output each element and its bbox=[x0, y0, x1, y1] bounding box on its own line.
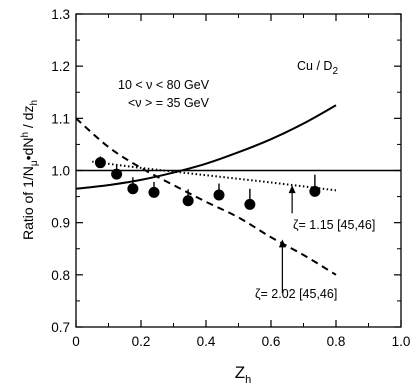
data-point bbox=[213, 189, 225, 201]
y-tick-label: 0.8 bbox=[51, 268, 70, 283]
y-tick-label: 1.3 bbox=[51, 7, 70, 22]
label-target: Cu / D2 bbox=[297, 59, 338, 77]
series-dashed-curve bbox=[75, 117, 337, 276]
x-tick-label: 0.4 bbox=[197, 334, 216, 349]
y-axis-title: Ratio of 1/Nμ•dNh / dzh bbox=[20, 100, 40, 240]
x-tick-label: 1.0 bbox=[392, 334, 411, 349]
data-point bbox=[309, 185, 321, 197]
y-tick-label: 1.0 bbox=[51, 164, 70, 179]
data-point bbox=[127, 183, 139, 195]
label-target-sub: 2 bbox=[332, 66, 338, 77]
arrow-zeta-2-head bbox=[278, 239, 286, 248]
y-tick-label: 1.2 bbox=[51, 59, 70, 74]
y-axis-title-mu: μ bbox=[29, 160, 40, 166]
x-tick-label: 0 bbox=[72, 334, 80, 349]
data-point bbox=[148, 186, 160, 198]
x-axis-title-sub: h bbox=[245, 374, 251, 386]
label-nu-range: 10 < ν < 80 GeV bbox=[118, 78, 210, 92]
arrow-zeta-1-head bbox=[288, 185, 296, 194]
x-axis-title: Zh bbox=[235, 363, 252, 386]
label-nu-mean: <ν > = 35 GeV bbox=[128, 96, 210, 110]
label-target-main: Cu / D bbox=[297, 59, 332, 73]
axis-ticks bbox=[75, 13, 402, 328]
y-axis-title-h: h bbox=[20, 132, 31, 138]
data-point bbox=[111, 168, 123, 180]
x-tick-label: 0.8 bbox=[327, 334, 346, 349]
y-tick-label: 0.9 bbox=[51, 216, 70, 231]
axis-tick-labels: 0 0.2 0.4 0.6 0.8 1.0 0.7 0.8 0.9 1.0 1.1 1.2 1.3 bbox=[51, 7, 410, 349]
y-axis-title-mid: •dN bbox=[20, 138, 36, 161]
data-point bbox=[94, 157, 106, 169]
x-axis-title-main: Z bbox=[235, 363, 245, 382]
y-tick-label: 0.7 bbox=[51, 320, 70, 335]
y-axis-title-hsub: h bbox=[29, 100, 40, 106]
y-axis-title-prefix: Ratio of 1/N bbox=[20, 166, 36, 240]
y-tick-label: 1.1 bbox=[51, 111, 70, 126]
label-zeta-2: ζ= 2.02 [45,46] bbox=[255, 287, 337, 301]
x-tick-label: 0.2 bbox=[132, 334, 151, 349]
data-point bbox=[182, 195, 194, 207]
annotation-arrows bbox=[278, 185, 296, 294]
series-solid-curve bbox=[75, 104, 337, 190]
x-tick-label: 0.6 bbox=[262, 334, 281, 349]
y-axis-title-slash: / dz bbox=[20, 106, 36, 132]
data-points bbox=[94, 156, 321, 210]
label-zeta-1: ζ= 1.15 [45,46] bbox=[293, 218, 375, 232]
data-point bbox=[244, 198, 256, 210]
